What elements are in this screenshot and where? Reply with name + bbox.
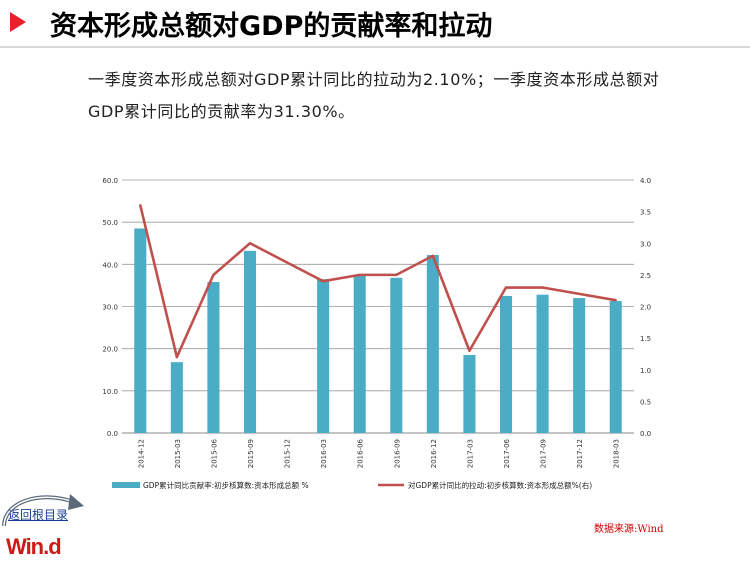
right-axis-tick-label: 1.5	[640, 335, 651, 343]
bar	[499, 295, 513, 433]
bar	[134, 228, 147, 433]
x-axis-tick-label: 2016-06	[357, 438, 365, 468]
legend-bar-label: GDP累计同比贡献率:初步核算数:资本形成总额 %	[143, 480, 309, 490]
bar	[609, 301, 622, 433]
x-axis-tick-label: 2015-03	[174, 439, 182, 468]
right-axis-tick-label: 0.5	[640, 398, 651, 406]
wind-logo-text: Win.d	[6, 534, 62, 559]
x-axis-tick-label: 2016-09	[393, 439, 401, 468]
left-axis-tick-label: 50.0	[102, 219, 118, 227]
line-point	[358, 273, 361, 277]
line-point	[431, 254, 435, 258]
right-axis-tick-label: 1.0	[640, 367, 651, 375]
x-axis-tick-label: 2018-03	[613, 439, 621, 468]
line-point	[614, 298, 617, 302]
bar	[207, 282, 220, 433]
bar	[536, 294, 549, 433]
bar	[317, 279, 330, 433]
right-axis-tick-label: 2.0	[640, 304, 651, 312]
line-point	[321, 280, 325, 283]
line-point	[139, 204, 142, 207]
x-axis-tick-label: 2016-12	[430, 439, 438, 468]
right-axis-tick-label: 4.0	[640, 177, 651, 185]
bar	[573, 298, 586, 433]
line-point	[212, 273, 215, 277]
bar	[243, 250, 257, 433]
x-axis-tick-label: 2017-03	[466, 439, 474, 468]
x-axis-tick-label: 2016-03	[320, 439, 328, 468]
x-axis-tick-label: 2014-12	[137, 439, 145, 468]
left-axis-tick-label: 20.0	[102, 346, 118, 354]
right-axis-tick-label: 3.5	[640, 209, 651, 217]
left-axis-tick-label: 40.0	[102, 261, 118, 269]
legend-bar-swatch	[112, 482, 140, 488]
left-axis-tick-label: 10.0	[102, 388, 118, 396]
right-axis-tick-label: 2.5	[640, 272, 651, 280]
line-point	[541, 286, 544, 289]
title-bar: 资本形成总额对GDP的贡献率和拉动	[0, 0, 750, 46]
left-axis-tick-label: 0.0	[107, 430, 118, 438]
line-point	[468, 349, 471, 352]
x-axis-tick-label: 2015-09	[247, 439, 255, 468]
x-axis-tick-label: 2017-12	[576, 439, 584, 468]
x-axis-tick-label: 2017-09	[540, 439, 548, 468]
line-point	[248, 242, 252, 245]
summary-text: 一季度资本形成总额对GDP累计同比的拉动为2.10%；一季度资本形成总额对GDP…	[88, 70, 660, 121]
right-axis-tick-label: 3.0	[640, 240, 651, 248]
line-point	[395, 273, 398, 277]
line-point	[504, 286, 508, 289]
bar	[390, 277, 403, 433]
combo-chart: 0.0 10.0 20.0 30.0 40.0 50.0 60.0 0.0 0.5 1.0 1.5 2…	[102, 177, 651, 490]
data-source: 数据来源:Wind	[594, 524, 664, 535]
right-axis-tick-label: 0.0	[640, 430, 651, 438]
back-to-root-link[interactable]: 返回根目录	[8, 508, 69, 522]
page-title: 资本形成总额对GDP的贡献率和拉动	[50, 11, 493, 42]
line-point	[285, 261, 288, 264]
title-arrow-icon	[10, 12, 26, 32]
left-axis-tick-label: 30.0	[102, 304, 118, 312]
x-axis-tick-label: 2015-12	[284, 439, 292, 468]
line-series	[139, 204, 616, 359]
bar	[426, 255, 439, 433]
x-axis-tick-label: 2017-06	[503, 438, 511, 468]
bar	[353, 274, 366, 433]
wind-logo	[2, 494, 84, 527]
title-divider	[0, 46, 750, 48]
bar	[463, 354, 476, 433]
bar	[170, 362, 183, 433]
left-axis-tick-label: 60.0	[102, 177, 118, 185]
legend-line-label: 对GDP累计同比的拉动:初步核算数:资本形成总额%(右)	[408, 480, 592, 490]
line-point	[577, 292, 581, 296]
line-point	[175, 355, 179, 359]
x-axis-tick-label: 2015-06	[210, 438, 218, 468]
